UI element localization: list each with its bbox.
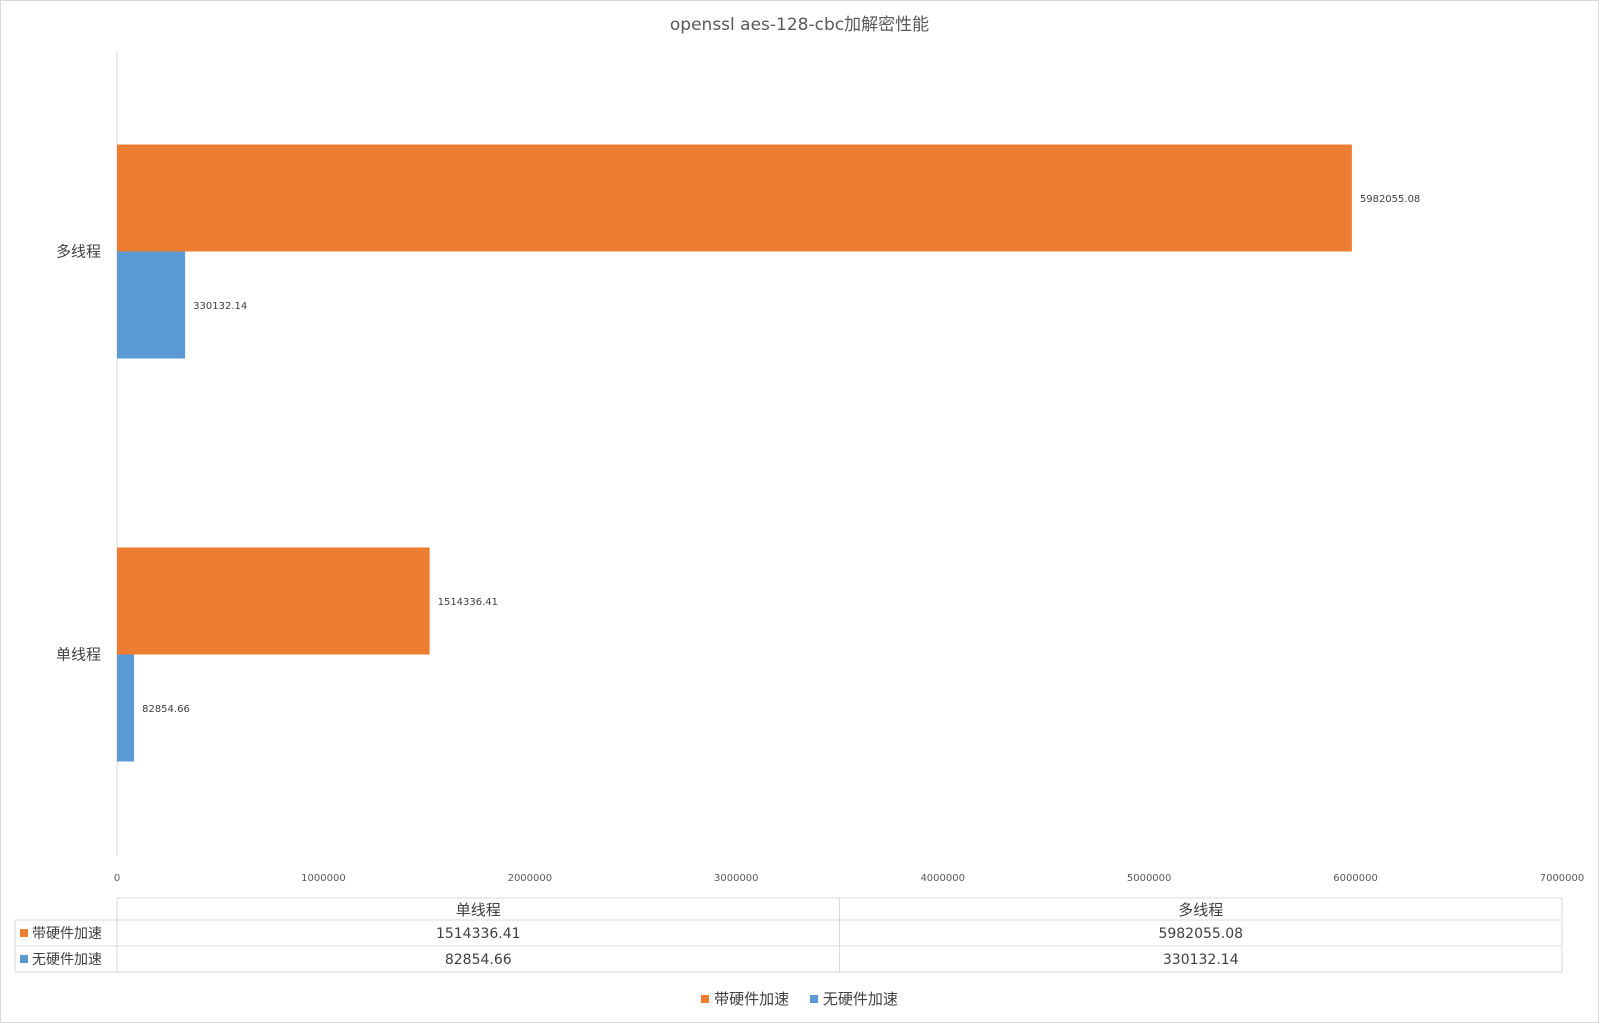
x-tick-label: 0	[114, 873, 120, 884]
bar	[117, 547, 430, 655]
category-label: 多线程	[56, 243, 101, 261]
legend-swatch-hw	[701, 994, 710, 1003]
category-label: 单线程	[56, 646, 101, 664]
table-cell: 330132.14	[1163, 952, 1239, 968]
legend-item-hw: 带硬件加速	[701, 988, 789, 1009]
table-row-label: 带硬件加速	[32, 926, 102, 942]
data-label: 82854.66	[142, 704, 190, 715]
legend-item-nohw: 无硬件加速	[809, 988, 898, 1009]
x-tick-label: 3000000	[714, 873, 759, 884]
chart-title: openssl aes-128-cbc加解密性能	[669, 15, 930, 35]
legend-label-hw: 带硬件加速	[714, 990, 790, 1008]
table-header: 多线程	[1178, 901, 1223, 919]
table-cell: 82854.66	[445, 952, 512, 968]
data-label: 5982055.08	[1360, 194, 1420, 205]
bar	[117, 654, 135, 762]
x-tick-label: 7000000	[1540, 873, 1585, 884]
bar	[117, 251, 186, 359]
table-cell: 1514336.41	[436, 926, 521, 942]
legend-swatch-nohw	[809, 994, 818, 1003]
x-tick-label: 6000000	[1333, 873, 1378, 884]
legend-label-nohw: 无硬件加速	[822, 990, 898, 1008]
x-tick-label: 4000000	[920, 873, 965, 884]
table-cell: 5982055.08	[1158, 926, 1243, 942]
bar	[117, 144, 1352, 252]
x-tick-label: 1000000	[301, 873, 346, 884]
table-header: 单线程	[456, 901, 501, 919]
data-label: 330132.14	[193, 301, 247, 312]
legend: 带硬件加速 无硬件加速	[0, 988, 1599, 1009]
x-tick-label: 5000000	[1127, 873, 1172, 884]
x-tick-label: 2000000	[508, 873, 553, 884]
table-legend-key	[20, 955, 28, 963]
table-legend-key	[20, 929, 28, 937]
table-row-label: 无硬件加速	[32, 952, 102, 968]
data-label: 1514336.41	[438, 597, 498, 608]
